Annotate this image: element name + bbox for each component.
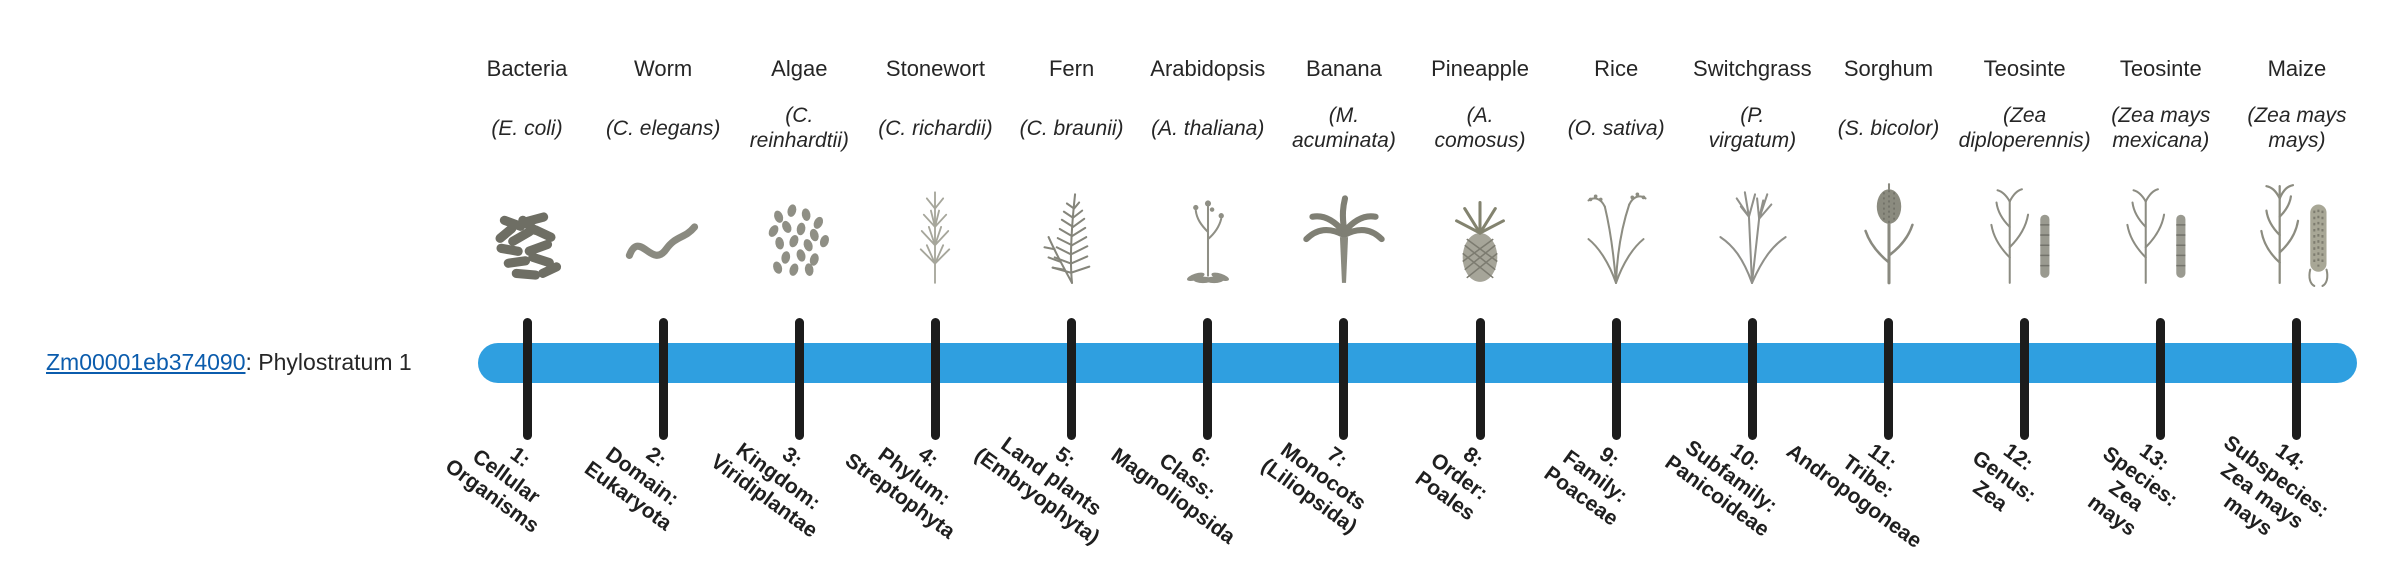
teosinte-illustration [1977, 176, 2073, 288]
organism-sci-name: (M. acuminata) [1291, 104, 1396, 152]
organism-illustration [860, 170, 1010, 288]
organism-name: Banana [1305, 56, 1382, 81]
organism-name: Teosinte [2119, 56, 2202, 81]
maize-illustration [2249, 176, 2345, 288]
organism-name: Teosinte [1983, 56, 2066, 81]
organism-column: Sorghum (S. bicolor) 11: Tribe: Andropogon… [1782, 0, 1964, 580]
organism-illustration [1133, 170, 1283, 288]
organism-column: Stonewort (C. richardii) 4: Phylum: Strept… [841, 0, 1010, 580]
organism-column: Rice (O. sativa) 9: Family: Poaceae [1540, 0, 1691, 580]
sorghum-illustration [1841, 176, 1937, 288]
organism-sci-name: (A. comosus) [1434, 104, 1526, 152]
timeline-tick [1611, 318, 1621, 440]
algae-illustration [751, 176, 847, 288]
organism-illustration [1405, 170, 1555, 288]
switchgrass-illustration [1704, 176, 1800, 288]
timeline-tick [2020, 318, 2030, 440]
organism-name: Arabidopsis [1150, 56, 1266, 81]
timeline-tick [930, 318, 940, 440]
organism-name: Algae [771, 56, 828, 81]
organism-illustration [1677, 170, 1827, 288]
organism-name: Bacteria [486, 56, 568, 81]
organism-illustration [2086, 170, 2236, 288]
stonewort-illustration [887, 176, 983, 288]
organism-illustration [724, 170, 874, 288]
phylostratum-bar [478, 343, 2357, 383]
timeline-tick [1747, 318, 1757, 440]
organism-illustration [588, 170, 738, 288]
arabidopsis-illustration [1160, 176, 1256, 288]
organism-column: Maize (Zea mays mays) 14: Subspecies: Zea m… [2216, 0, 2372, 580]
organism-name: Fern [1048, 56, 1095, 81]
pineapple-illustration [1432, 176, 1528, 288]
timeline-tick [794, 318, 804, 440]
phylostratum-label: Phylostratum 1 [258, 349, 412, 375]
timeline-tick [1884, 318, 1893, 440]
timeline-tick [1203, 318, 1213, 440]
organism-column: Arabidopsis (A. thaliana) 6: Class: Magnol… [1107, 0, 1283, 580]
organism-column: Fern (C. braunii) 5: Land plants (Embryoph… [970, 0, 1147, 580]
rice-illustration [1568, 176, 1664, 288]
organism-sci-name: (E. coli) [491, 116, 563, 140]
organism-column: Teosinte (Zea diploperennis) 12: Genus: Zea [1950, 0, 2100, 580]
organism-name: Pineapple [1431, 56, 1529, 81]
banana-illustration [1296, 176, 1392, 288]
fern-illustration [1024, 176, 1120, 288]
organism-sci-name: (Zea mays mays) [2247, 104, 2347, 152]
organism-sci-name: (Zea mays mexicana) [2111, 104, 2211, 152]
organism-illustration [452, 170, 602, 288]
gene-row-label: Zm00001eb374090: Phylostratum 1 [46, 349, 412, 376]
organism-illustration [1541, 170, 1691, 288]
timeline-tick [2292, 318, 2302, 440]
organism-name: Switchgrass [1693, 56, 1812, 81]
timeline-tick [658, 318, 668, 440]
worm-illustration [615, 176, 711, 288]
gene-id-link[interactable]: Zm00001eb374090 [46, 349, 246, 375]
teosinte-illustration [2113, 176, 2209, 288]
timeline-tick [1339, 318, 1349, 440]
organism-sci-name: (Zea diploperennis) [1958, 104, 2091, 152]
row-label-separator: : [245, 349, 259, 375]
organism-sci-name: (A. thaliana) [1151, 116, 1265, 140]
organism-sci-name: (O. sativa) [1567, 116, 1665, 140]
organism-sci-name: (S. bicolor) [1837, 116, 1940, 140]
organism-column: Teosinte (Zea mays mexicana) 13: Species: Z… [2083, 0, 2236, 580]
organism-illustration [1269, 170, 1419, 288]
organism-name: Worm [634, 56, 693, 81]
timeline-tick [522, 318, 532, 440]
organism-column: Algae (C. reinhardtii) 3: Kingdom: Viridipl… [707, 0, 874, 580]
organism-sci-name: (P. virgatum) [1708, 104, 1797, 152]
organism-column: Pineapple (A. comosus) 8: Order: Poales [1405, 0, 1555, 580]
organism-name: Rice [1594, 56, 1639, 81]
organism-illustration [1814, 170, 1964, 288]
organism-name: Maize [2267, 56, 2327, 81]
organism-illustration [997, 170, 1147, 288]
timeline-tick [2156, 318, 2166, 440]
bacteria-illustration [479, 176, 575, 288]
timeline-tick [1475, 318, 1485, 440]
organism-sci-name: (C. elegans) [605, 116, 721, 140]
organism-sci-name: (C. reinhardtii) [749, 104, 849, 152]
organism-name: Stonewort [885, 56, 985, 81]
organism-column: Bacteria (E. coli) 1: Cellular Organisms [441, 0, 602, 580]
organism-illustration [2222, 170, 2372, 288]
organism-column: Worm (C. elegans) 2: Domain: Eukaryota [580, 0, 738, 580]
organism-illustration [1950, 170, 2100, 288]
organism-column: Switchgrass (P. virgatum) 10: Subfamily: Pa… [1661, 0, 1827, 580]
organism-sci-name: (C. braunii) [1019, 116, 1124, 140]
organism-column: Banana (M. acuminata) 7: Monocots (Liliopsi… [1257, 0, 1419, 580]
organism-sci-name: (C. richardii) [878, 116, 993, 140]
timeline-tick [1067, 318, 1077, 440]
organism-name: Sorghum [1843, 56, 1934, 81]
